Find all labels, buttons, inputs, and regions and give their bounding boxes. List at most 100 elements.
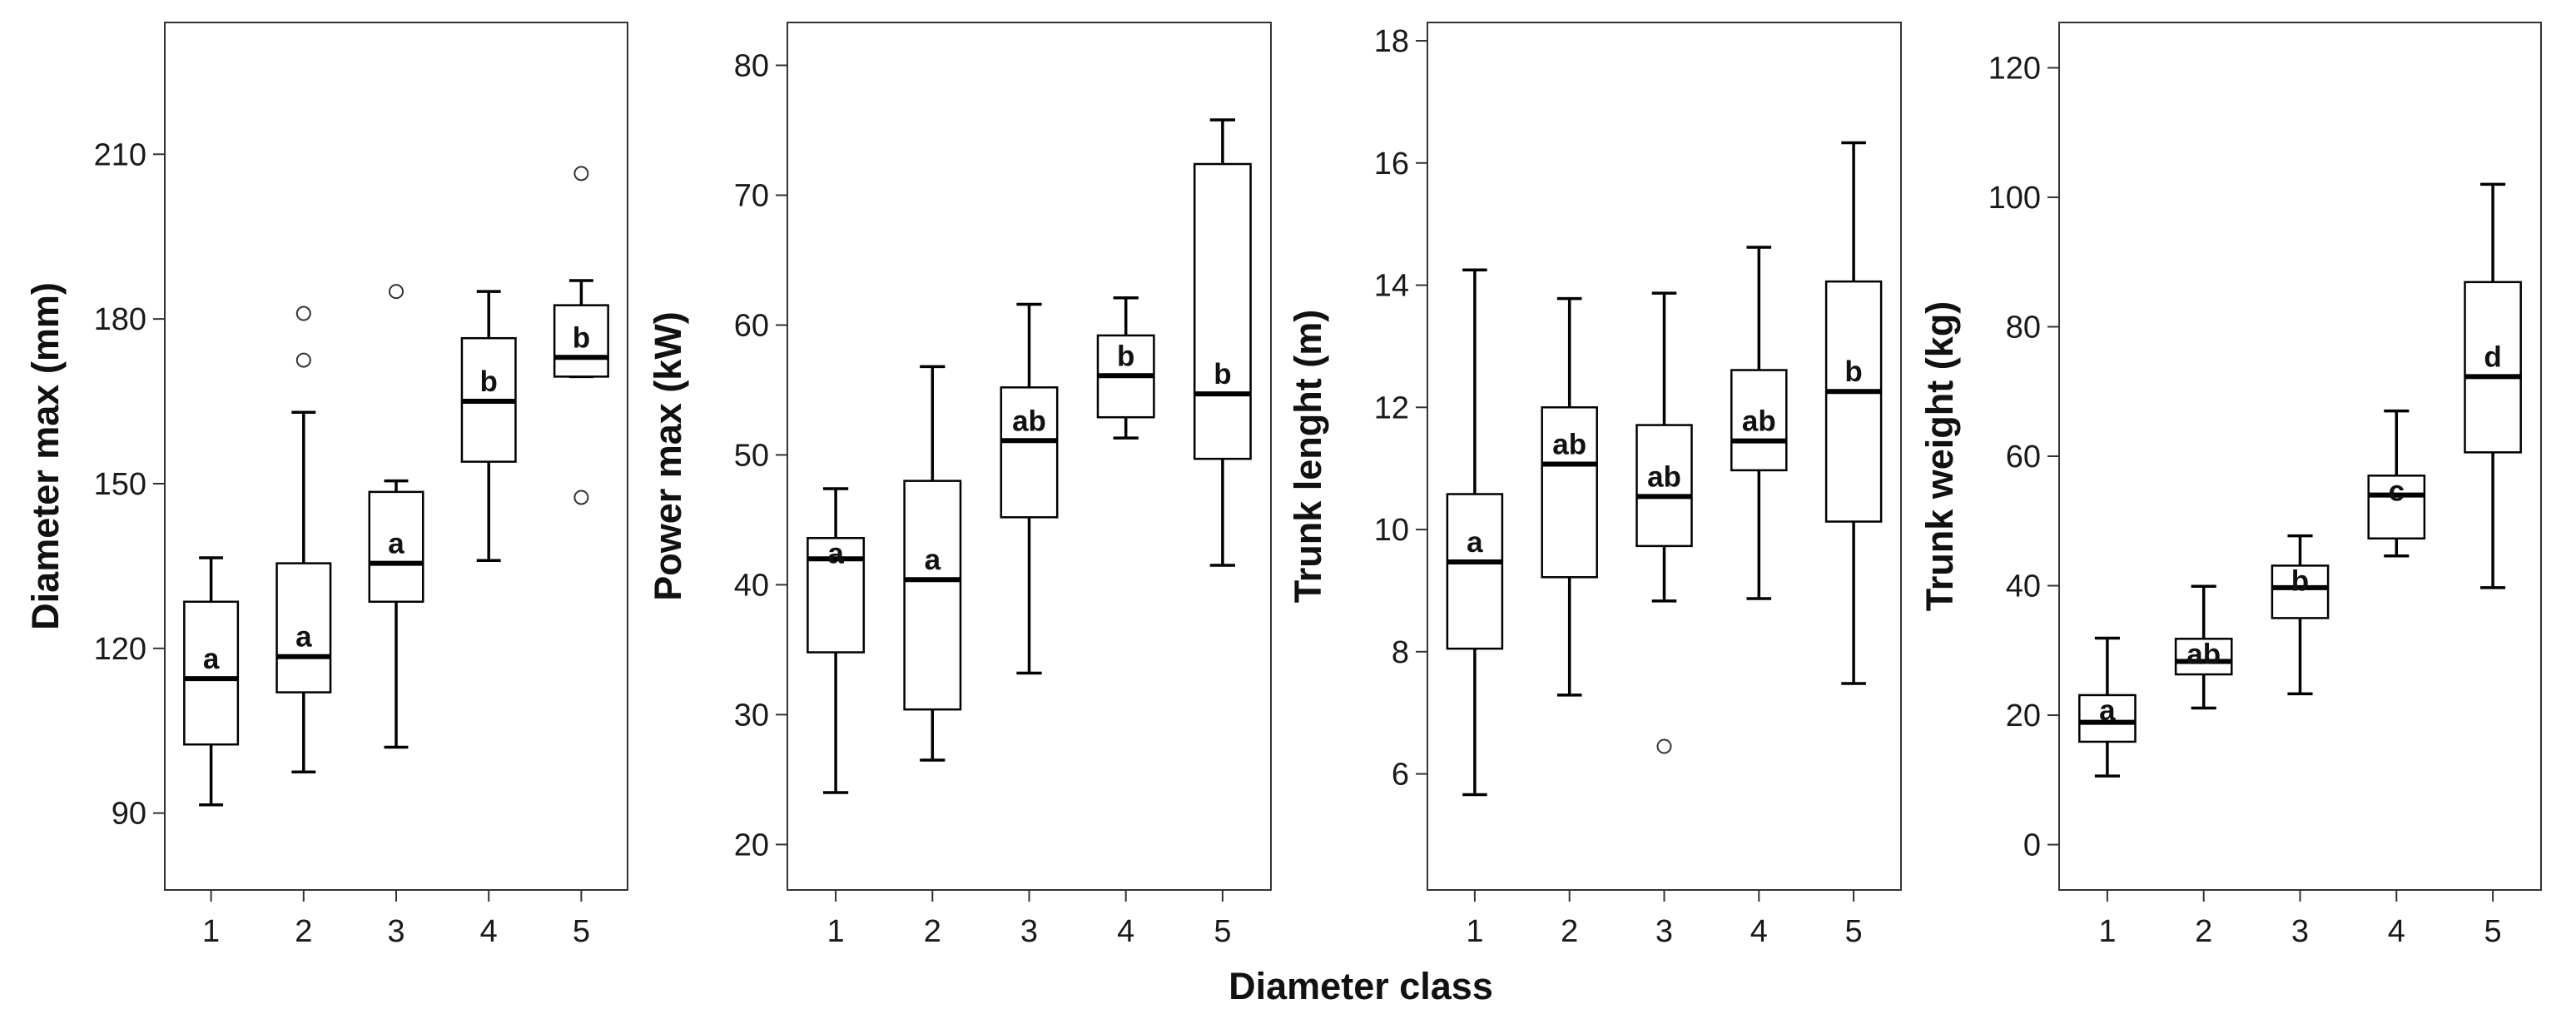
box-3: a bbox=[368, 284, 424, 749]
group-letter: a bbox=[925, 544, 941, 576]
y-tick-label: 20 bbox=[2006, 698, 2041, 733]
y-axis-title: Power max (kW) bbox=[647, 311, 689, 601]
box-iqr bbox=[1193, 162, 1252, 460]
box-1: a bbox=[183, 556, 240, 807]
box-iqr bbox=[1824, 280, 1883, 523]
y-tick-label: 30 bbox=[734, 698, 769, 733]
box-4: b bbox=[1096, 296, 1155, 440]
x-tick-label: 1 bbox=[827, 914, 845, 949]
group-letter: d bbox=[2484, 341, 2501, 373]
group-letter: a bbox=[1467, 526, 1483, 559]
group-letter: a bbox=[2099, 694, 2116, 727]
box-5: b bbox=[1824, 141, 1883, 685]
plot-frame bbox=[164, 22, 628, 891]
x-tick-label: 4 bbox=[2388, 914, 2405, 949]
y-tick-label: 10 bbox=[1374, 513, 1409, 548]
shared-x-axis-title: Diameter class bbox=[1228, 965, 1493, 1007]
x-tick-label: 5 bbox=[573, 914, 590, 949]
y-tick-label: 8 bbox=[1392, 635, 1409, 670]
x-tick-label: 2 bbox=[1561, 914, 1578, 949]
box-5: b bbox=[1193, 118, 1252, 567]
box-3: ab bbox=[1635, 291, 1693, 754]
x-tick-label: 5 bbox=[1214, 914, 1231, 949]
group-letter: b bbox=[2291, 564, 2309, 597]
y-axis-title: Trunk lenght (m) bbox=[1287, 310, 1329, 604]
x-tick-label: 3 bbox=[1020, 914, 1038, 949]
box-3: b bbox=[2271, 534, 2330, 696]
x-tick-label: 5 bbox=[1845, 914, 1863, 949]
box-2: ab bbox=[1541, 296, 1598, 697]
y-tick-label: 12 bbox=[1374, 390, 1409, 425]
box-1: a bbox=[2078, 636, 2137, 778]
x-tick-label: 2 bbox=[295, 914, 312, 949]
y-axis-title: Trunk weight (kg) bbox=[1918, 301, 1961, 612]
y-tick-label: 180 bbox=[94, 302, 146, 337]
x-tick-label: 3 bbox=[387, 914, 405, 949]
group-letter: b bbox=[1214, 358, 1231, 390]
box-2: ab bbox=[2174, 584, 2233, 710]
x-tick-label: 1 bbox=[1466, 914, 1483, 949]
box-5: b bbox=[553, 166, 609, 505]
box-3: ab bbox=[1000, 302, 1059, 675]
outlier-point bbox=[295, 352, 311, 368]
chart-panel-4: 0 20 40 60 80 100 120 1 2 3 4 5 Trunk weight (kg) a ab… bbox=[1918, 22, 2542, 949]
box-iqr bbox=[275, 562, 332, 693]
box-iqr bbox=[2464, 281, 2522, 454]
y-tick-label: 150 bbox=[94, 467, 146, 502]
y-tick-label: 0 bbox=[2023, 828, 2041, 863]
box-iqr bbox=[1635, 424, 1693, 548]
box-iqr bbox=[2078, 693, 2137, 743]
box-iqr bbox=[2271, 564, 2330, 619]
box-5: d bbox=[2464, 182, 2522, 589]
y-tick-label: 20 bbox=[734, 828, 769, 862]
box-iqr bbox=[1541, 406, 1598, 579]
x-tick-label: 2 bbox=[2195, 914, 2212, 949]
outlier-point bbox=[295, 306, 311, 321]
box-iqr bbox=[2174, 638, 2233, 676]
outlier-point bbox=[573, 166, 589, 181]
x-tick-label: 3 bbox=[2291, 914, 2309, 949]
x-tick-label: 5 bbox=[2484, 914, 2502, 949]
y-tick-label: 120 bbox=[1988, 51, 2041, 86]
y-tick-label: 120 bbox=[94, 632, 146, 667]
group-letter: a bbox=[203, 643, 220, 675]
group-letter: a bbox=[827, 537, 844, 569]
box-iqr bbox=[183, 600, 240, 746]
y-tick-label: 60 bbox=[2006, 440, 2041, 475]
x-tick-label: 4 bbox=[1750, 914, 1768, 949]
group-letter: ab bbox=[1552, 429, 1586, 461]
y-tick-label: 40 bbox=[2006, 569, 2041, 604]
box-iqr bbox=[2367, 475, 2426, 540]
box-4: ab bbox=[1730, 246, 1788, 600]
box-2: a bbox=[275, 306, 332, 773]
y-tick-label: 70 bbox=[734, 178, 769, 213]
x-tick-label: 2 bbox=[924, 914, 941, 949]
y-tick-label: 90 bbox=[112, 797, 146, 832]
box-iqr bbox=[368, 490, 424, 604]
chart-panel-2: 20 30 40 50 60 70 80 1 2 3 4 5 Power max (kW) a a ab b b bbox=[647, 22, 1272, 949]
y-tick-label: 18 bbox=[1374, 24, 1409, 59]
group-letter: b bbox=[573, 321, 590, 354]
group-letter: ab bbox=[2186, 638, 2221, 670]
y-tick-label: 80 bbox=[734, 48, 769, 83]
x-tick-label: 1 bbox=[2098, 914, 2116, 949]
chart-panel-1: 90 120 150 180 210 1 2 3 4 5 Diameter max (mm) a a a b… bbox=[24, 22, 628, 949]
group-letter: a bbox=[295, 621, 312, 654]
group-letter: b bbox=[1117, 340, 1134, 372]
y-axis-title: Diameter max (mm) bbox=[24, 282, 67, 630]
group-letter: c bbox=[2389, 475, 2405, 507]
plot-frame bbox=[2058, 22, 2542, 891]
box-4: b bbox=[460, 290, 517, 563]
box-1: a bbox=[1446, 268, 1504, 797]
outlier-point bbox=[389, 284, 404, 300]
box-iqr bbox=[903, 480, 962, 711]
box-iqr bbox=[1000, 386, 1059, 519]
box-4: c bbox=[2367, 409, 2426, 558]
group-letter: a bbox=[388, 528, 405, 560]
box-1: a bbox=[807, 487, 866, 794]
x-tick-label: 4 bbox=[1117, 914, 1134, 949]
x-tick-label: 1 bbox=[202, 914, 220, 949]
y-tick-label: 100 bbox=[1988, 181, 2041, 216]
